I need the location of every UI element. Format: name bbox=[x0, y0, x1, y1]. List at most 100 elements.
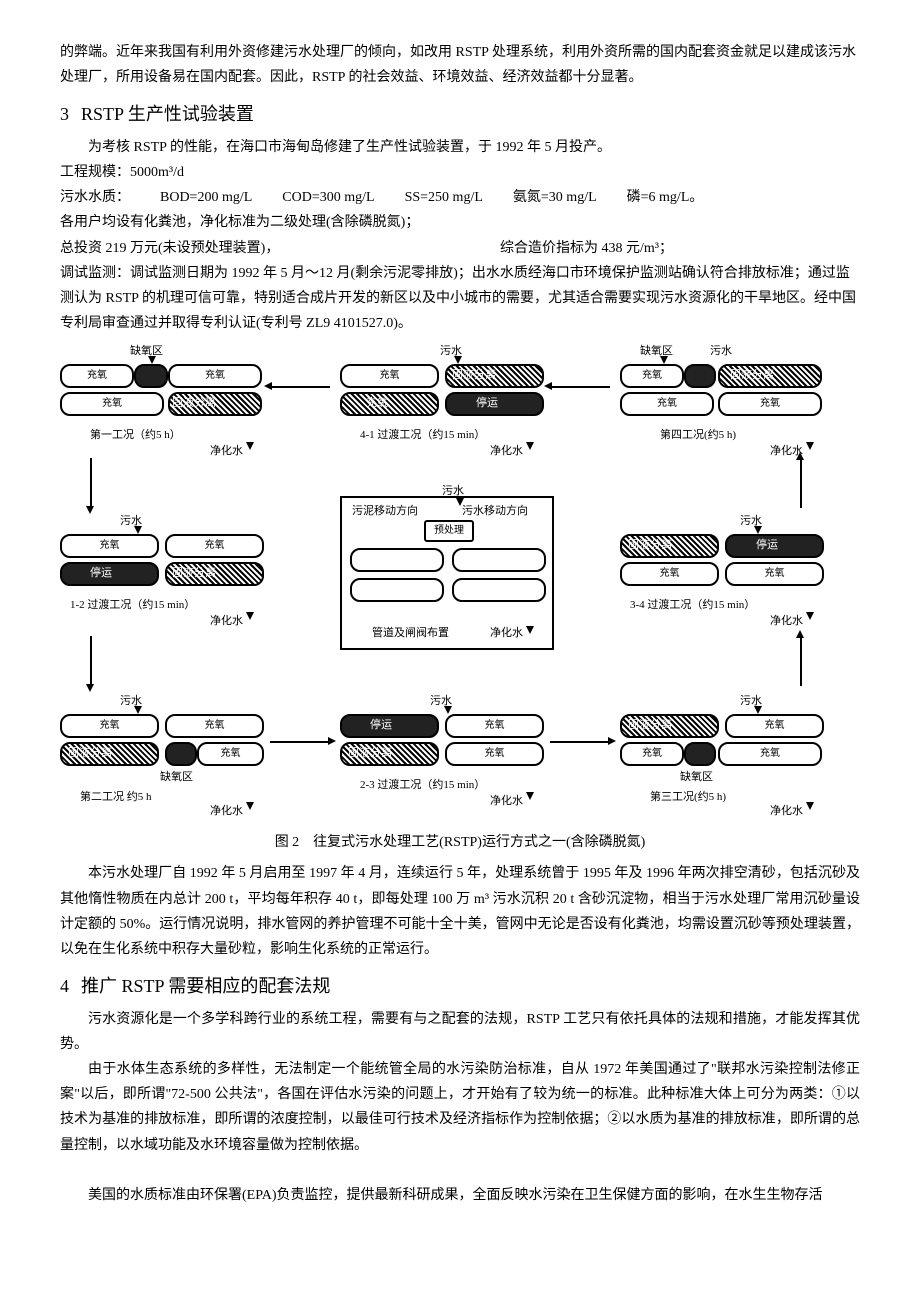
lbl-separate: 固液分离 bbox=[348, 744, 392, 764]
tank-aerate: 充氧 bbox=[165, 534, 264, 558]
section-4-title: 推广 RSTP 需要相应的配套法规 bbox=[81, 976, 330, 996]
invest-left: 总投资 219 万元(未设预处理装置)， bbox=[60, 236, 500, 261]
s3-scale: 工程规模：5000m³/d bbox=[60, 160, 860, 185]
lbl-separate: 固液分离 bbox=[452, 366, 496, 386]
tank-aerate: 充氧 bbox=[620, 742, 684, 766]
tank bbox=[452, 578, 546, 602]
tank-aerate: 充氧 bbox=[725, 714, 824, 738]
arrow-icon bbox=[544, 382, 552, 390]
arrow-icon bbox=[86, 684, 94, 692]
arrow-icon bbox=[806, 802, 814, 810]
tank bbox=[452, 548, 546, 572]
tank-aerate: 充氧 bbox=[168, 364, 262, 388]
s4-p1: 污水资源化是一个多学科跨行业的系统工程，需要有与之配套的法规，RSTP 工艺只有… bbox=[60, 1007, 860, 1057]
arrow-icon bbox=[134, 526, 142, 534]
arrow-icon bbox=[754, 526, 762, 534]
s3-quality: 污水水质：BOD=200 mg/LCOD=300 mg/LSS=250 mg/L… bbox=[60, 185, 860, 210]
figure-2-caption: 图 2 往复式污水处理工艺(RSTP)运行方式之一(含除磷脱氮) bbox=[60, 830, 860, 855]
lbl-anoxic: 缺氧区 bbox=[680, 768, 713, 788]
tank bbox=[350, 578, 444, 602]
nh: 氨氮=30 mg/L bbox=[513, 190, 597, 205]
section-3-title: RSTP 生产性试验装置 bbox=[81, 104, 254, 124]
lbl-step4: 第四工况(约5 h) bbox=[660, 426, 736, 446]
arrow-icon bbox=[754, 706, 762, 714]
center-schematic: 污泥移动方向 污水 污水移动方向 预处理 管道及闸阀布置 净化水 bbox=[340, 496, 554, 650]
arrow-icon bbox=[796, 630, 804, 638]
tank-dark bbox=[165, 742, 197, 766]
arrow-icon bbox=[660, 356, 668, 364]
intro-paragraph: 的弊端。近年来我国有利用外资修建污水处理厂的倾向，如改用 RSTP 处理系统，利… bbox=[60, 40, 860, 90]
lbl-sewage: 污水 bbox=[710, 342, 732, 362]
scale-label: 工程规模： bbox=[60, 165, 130, 180]
tank-dark bbox=[134, 364, 168, 388]
s3-invest-row: 总投资 219 万元(未设预处理装置)， 综合造价指标为 438 元/m³； bbox=[60, 236, 860, 261]
tank-aerate: 充氧 bbox=[718, 392, 822, 416]
lbl-step3: 第三工况(约5 h) bbox=[650, 788, 726, 808]
lbl-step41: 4-1 过渡工况（约15 min） bbox=[360, 426, 485, 446]
lbl-purified: 净化水 bbox=[490, 442, 523, 462]
lbl-purified: 净化水 bbox=[210, 442, 243, 462]
bod: BOD=200 mg/L bbox=[160, 190, 252, 205]
lbl-stop: 停运 bbox=[370, 716, 392, 736]
section-4-number: 4 bbox=[60, 976, 69, 996]
lbl-step34: 3-4 过渡工况（约15 min） bbox=[630, 596, 755, 616]
arrow-icon bbox=[134, 706, 142, 714]
ss: SS=250 mg/L bbox=[405, 190, 483, 205]
rstp-diagram: 缺氧区 充氧 充氧 充氧 固液分离 第一工况（约5 h） 净化水 污水 充氧 固… bbox=[60, 346, 860, 826]
connector bbox=[550, 386, 610, 388]
tank-aerate: 充氧 bbox=[718, 742, 822, 766]
lbl-step23: 2-3 过渡工况（约15 min） bbox=[360, 776, 485, 796]
arrow-icon bbox=[796, 452, 804, 460]
connector bbox=[270, 386, 330, 388]
arrow-icon bbox=[526, 442, 534, 450]
unit-step12: 污水 充氧 充氧 停运 固液分离 1-2 过渡工况（约15 min） 净化水 bbox=[60, 516, 270, 626]
lbl-purified: 净化水 bbox=[490, 624, 523, 644]
arrow-icon bbox=[246, 612, 254, 620]
post-fig-para: 本污水处理厂自 1992 年 5 月启用至 1997 年 4 月，连续运行 5 … bbox=[60, 861, 860, 962]
connector bbox=[800, 458, 802, 508]
lbl-purified: 净化水 bbox=[770, 612, 803, 632]
lbl-step12: 1-2 过渡工况（约15 min） bbox=[70, 596, 195, 616]
tank-aerate: 充氧 bbox=[620, 392, 714, 416]
tank-aerate: 充氧 bbox=[60, 714, 159, 738]
arrow-icon bbox=[526, 626, 534, 634]
scale-value: 5000m³/d bbox=[130, 165, 184, 180]
section-4-heading: 4 推广 RSTP 需要相应的配套法规 bbox=[60, 970, 860, 1002]
lbl-separate: 固液分离 bbox=[628, 716, 672, 736]
invest-right: 综合造价指标为 438 元/m³； bbox=[500, 236, 860, 261]
unit-step23: 污水 停运 充氧 固液分离 充氧 2-3 过渡工况（约15 min） 净化水 bbox=[340, 696, 550, 806]
arrow-icon bbox=[608, 737, 616, 745]
arrow-icon bbox=[264, 382, 272, 390]
unit-step1: 缺氧区 充氧 充氧 充氧 固液分离 第一工况（约5 h） 净化水 bbox=[60, 346, 270, 456]
lbl-purified: 净化水 bbox=[490, 792, 523, 812]
arrow-icon bbox=[444, 706, 452, 714]
arrow-icon bbox=[328, 737, 336, 745]
tank-aerate: 充氧 bbox=[620, 562, 719, 586]
unit-step3: 污水 固液分离 充氧 充氧 充氧 缺氧区 第三工况(约5 h) 净化水 bbox=[620, 696, 830, 806]
s4-p2: 由于水体生态系统的多样性，无法制定一个能统管全局的水污染防治标准，自从 1972… bbox=[60, 1057, 860, 1158]
lbl-separate: 固液分离 bbox=[172, 394, 216, 414]
tank-aerate: 充氧 bbox=[620, 364, 684, 388]
s4-p3: 美国的水质标准由环保署(EPA)负责监控，提供最新科研成果，全面反映水污染在卫生… bbox=[60, 1183, 860, 1208]
s3-monitor: 调试监测：调试监测日期为 1992 年 5 月～12 月(剩余污泥零排放)；出水… bbox=[60, 261, 860, 337]
lbl-anoxic: 缺氧区 bbox=[160, 768, 193, 788]
p: 磷=6 mg/L。 bbox=[627, 190, 704, 205]
tank-aerate: 充氧 bbox=[340, 364, 439, 388]
tank-aerate: 充氧 bbox=[197, 742, 264, 766]
tank-dark bbox=[684, 364, 716, 388]
tank-aerate: 充氧 bbox=[60, 534, 159, 558]
arrow-icon bbox=[526, 792, 534, 800]
lbl-stop: 停运 bbox=[476, 394, 498, 414]
lbl-water-dir: 污水移动方向 bbox=[462, 502, 528, 522]
tank-aerate-h bbox=[340, 392, 439, 416]
unit-step41: 污水 充氧 固液分离 充氧 停运 4-1 过渡工况（约15 min） 净化水 bbox=[340, 346, 550, 456]
unit-step2: 污水 充氧 充氧 固液分离 充氧 缺氧区 第二工况 约5 h 净化水 bbox=[60, 696, 270, 806]
tank-aerate: 充氧 bbox=[60, 392, 164, 416]
quality-label: 污水水质： bbox=[60, 190, 130, 205]
lbl-separate: 固液分离 bbox=[730, 366, 774, 386]
arrow-icon bbox=[806, 612, 814, 620]
lbl-aerate: 充氧 bbox=[366, 394, 388, 414]
s3-user-note: 各用户均设有化粪池，净化标准为二级处理(含除磷脱氮)； bbox=[60, 210, 860, 235]
pretreat-box: 预处理 bbox=[424, 520, 474, 542]
connector bbox=[90, 458, 92, 508]
